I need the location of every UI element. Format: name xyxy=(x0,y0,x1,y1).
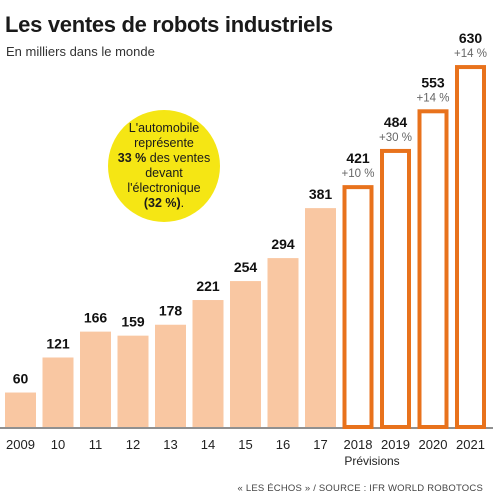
callout-line-4: devant xyxy=(145,166,183,180)
callout-line-6: . xyxy=(180,196,185,210)
tick-label-16: 16 xyxy=(276,437,290,452)
bar-10 xyxy=(42,357,74,427)
callout-line-5: l'électronique xyxy=(127,181,201,195)
bar-2009 xyxy=(5,392,36,427)
callout-automobile-share: 33 % xyxy=(117,151,147,165)
tick-label-2018: 2018 xyxy=(344,437,373,452)
tick-label-14: 14 xyxy=(201,437,215,452)
tick-label-2021: 2021 xyxy=(456,437,485,452)
bar-14 xyxy=(192,300,224,427)
tick-label-2020: 2020 xyxy=(419,437,448,452)
bar-forecast-2021 xyxy=(455,65,486,429)
value-label-16: 294 xyxy=(271,236,295,252)
tick-label-11: 11 xyxy=(89,437,103,452)
value-label-11: 166 xyxy=(84,310,108,326)
callout-line-2: représente xyxy=(134,136,194,150)
value-label-12: 159 xyxy=(121,314,145,330)
value-label-2020: 553 xyxy=(421,74,445,90)
bar-forecast-2020 xyxy=(417,109,449,429)
value-label-2019: 484 xyxy=(384,114,408,130)
bar-17 xyxy=(305,208,336,427)
growth-label-2020: +14 % xyxy=(417,92,450,104)
callout-bubble: L'automobile représente 33 % des ventes … xyxy=(108,110,220,222)
bar-12 xyxy=(117,335,149,427)
value-label-14: 221 xyxy=(196,278,220,294)
bar-16 xyxy=(267,258,299,427)
bar-forecast-2019 xyxy=(380,148,411,430)
value-label-2021: 630 xyxy=(459,30,483,46)
value-label-2018: 421 xyxy=(346,150,370,166)
callout-electronics-share: (32 %) xyxy=(143,196,181,210)
value-label-15: 254 xyxy=(234,259,258,275)
tick-label-2019: 2019 xyxy=(381,437,410,452)
source-note: « LES ÉCHOS » / SOURCE : IFR WORLD ROBOT… xyxy=(237,483,483,494)
tick-label-12: 12 xyxy=(126,437,140,452)
bar-11 xyxy=(80,331,111,427)
tick-label-2009: 2009 xyxy=(6,437,35,452)
callout-line-1: L'automobile xyxy=(128,121,200,135)
chart-title: Les ventes de robots industriels xyxy=(5,12,333,37)
forecast-label: Prévisions xyxy=(344,454,399,468)
value-label-17: 381 xyxy=(309,186,333,202)
bar-13 xyxy=(155,324,186,427)
bar-forecast-2018 xyxy=(342,185,374,429)
growth-label-2018: +10 % xyxy=(342,168,375,180)
tick-label-15: 15 xyxy=(238,437,252,452)
chart-subtitle: En milliers dans le monde xyxy=(6,44,155,59)
callout-line-3: des ventes xyxy=(146,151,211,165)
tick-label-10: 10 xyxy=(51,437,65,452)
growth-label-2019: +30 % xyxy=(379,132,412,144)
tick-label-17: 17 xyxy=(313,437,327,452)
value-label-13: 178 xyxy=(159,303,183,319)
bar-15 xyxy=(230,281,261,427)
growth-label-2021: +14 % xyxy=(454,48,487,60)
tick-label-13: 13 xyxy=(163,437,177,452)
value-label-2009: 60 xyxy=(13,371,29,387)
value-label-10: 121 xyxy=(46,335,70,351)
